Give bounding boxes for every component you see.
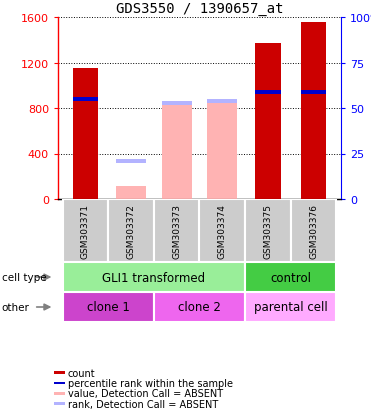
Text: GLI1 transformed: GLI1 transformed	[102, 271, 206, 284]
Bar	[301, 91, 326, 95]
Text: value, Detection Call = ABSENT: value, Detection Call = ABSENT	[68, 388, 223, 399]
Bar	[73, 97, 98, 102]
Bar	[162, 102, 192, 106]
Bar	[63, 199, 108, 262]
Text: GSM303373: GSM303373	[172, 204, 181, 259]
Bar	[54, 402, 65, 405]
Text: percentile rank within the sample: percentile rank within the sample	[68, 378, 233, 388]
Text: clone 1: clone 1	[87, 301, 129, 314]
Bar	[207, 100, 237, 104]
Bar	[116, 186, 146, 199]
Bar	[245, 262, 336, 292]
Bar	[63, 262, 245, 292]
Bar	[154, 199, 200, 262]
Text: GSM303376: GSM303376	[309, 204, 318, 259]
Title: GDS3550 / 1390657_at: GDS3550 / 1390657_at	[116, 2, 283, 16]
Bar	[63, 292, 154, 322]
Bar	[54, 382, 65, 385]
Bar	[116, 160, 146, 164]
Bar	[255, 44, 280, 199]
Bar	[200, 199, 245, 262]
Bar	[73, 69, 98, 199]
Bar	[245, 292, 336, 322]
Text: GSM303374: GSM303374	[218, 204, 227, 258]
Bar	[291, 199, 336, 262]
Bar	[245, 199, 291, 262]
Bar	[255, 91, 280, 95]
Bar	[301, 22, 326, 199]
Text: parental cell: parental cell	[254, 301, 328, 314]
Text: GSM303372: GSM303372	[127, 204, 135, 258]
Text: GSM303371: GSM303371	[81, 204, 90, 259]
Text: clone 2: clone 2	[178, 301, 221, 314]
Bar	[54, 371, 65, 374]
Bar	[162, 104, 192, 199]
Bar	[207, 100, 237, 199]
Text: other: other	[2, 302, 30, 312]
Bar	[154, 292, 245, 322]
Text: GSM303375: GSM303375	[263, 204, 272, 259]
Bar	[108, 199, 154, 262]
Text: cell type: cell type	[2, 272, 46, 282]
Text: count: count	[68, 368, 95, 378]
Bar	[54, 392, 65, 395]
Text: control: control	[270, 271, 311, 284]
Text: rank, Detection Call = ABSENT: rank, Detection Call = ABSENT	[68, 399, 218, 409]
